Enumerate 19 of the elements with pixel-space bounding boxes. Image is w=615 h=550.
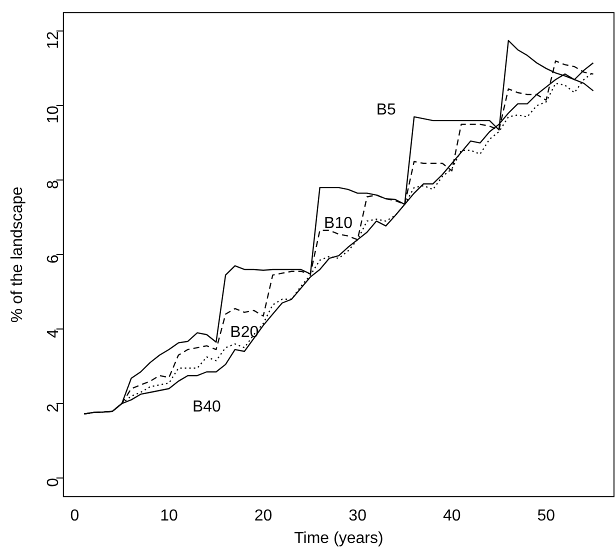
y-tick-label: 2 [44, 403, 62, 412]
y-tick-label: 8 [44, 180, 62, 190]
x-tick-label: 20 [254, 508, 272, 525]
x-tick-label: 0 [70, 508, 80, 525]
x-tick-label: 40 [442, 508, 461, 525]
y-axis-title: % of the landscape [9, 186, 26, 323]
y-tick-label: 0 [44, 478, 62, 487]
series-label: B10 [324, 214, 353, 232]
x-tick-label: 50 [537, 508, 556, 525]
series-label: B40 [192, 398, 222, 416]
y-tick-label: 10 [44, 106, 62, 124]
series-label: B20 [230, 324, 259, 342]
x-axis-title: Time (years) [294, 530, 384, 547]
x-tick-label: 30 [348, 508, 367, 525]
series-label: B5 [376, 101, 396, 118]
x-tick-label: 10 [160, 508, 178, 525]
y-tick-label: 6 [44, 254, 62, 264]
y-tick-label: 4 [44, 328, 62, 338]
y-tick-label: 12 [44, 31, 62, 50]
